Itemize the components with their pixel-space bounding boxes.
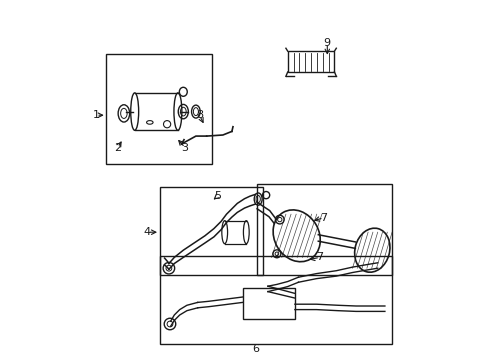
Text: 2: 2 bbox=[114, 143, 121, 153]
Text: 3: 3 bbox=[181, 143, 188, 153]
Bar bbox=[257, 184, 391, 275]
Text: 8: 8 bbox=[196, 110, 203, 120]
Text: 6: 6 bbox=[251, 344, 258, 354]
Text: 1: 1 bbox=[93, 110, 100, 120]
Text: 7: 7 bbox=[320, 213, 326, 223]
Text: 7: 7 bbox=[316, 252, 323, 262]
Bar bbox=[287, 51, 334, 72]
Text: 4: 4 bbox=[143, 227, 151, 237]
Bar bbox=[106, 54, 212, 164]
Bar bbox=[160, 187, 262, 275]
Text: 5: 5 bbox=[214, 191, 221, 201]
Bar bbox=[242, 288, 294, 319]
Text: 9: 9 bbox=[323, 38, 330, 48]
Bar bbox=[160, 256, 391, 344]
